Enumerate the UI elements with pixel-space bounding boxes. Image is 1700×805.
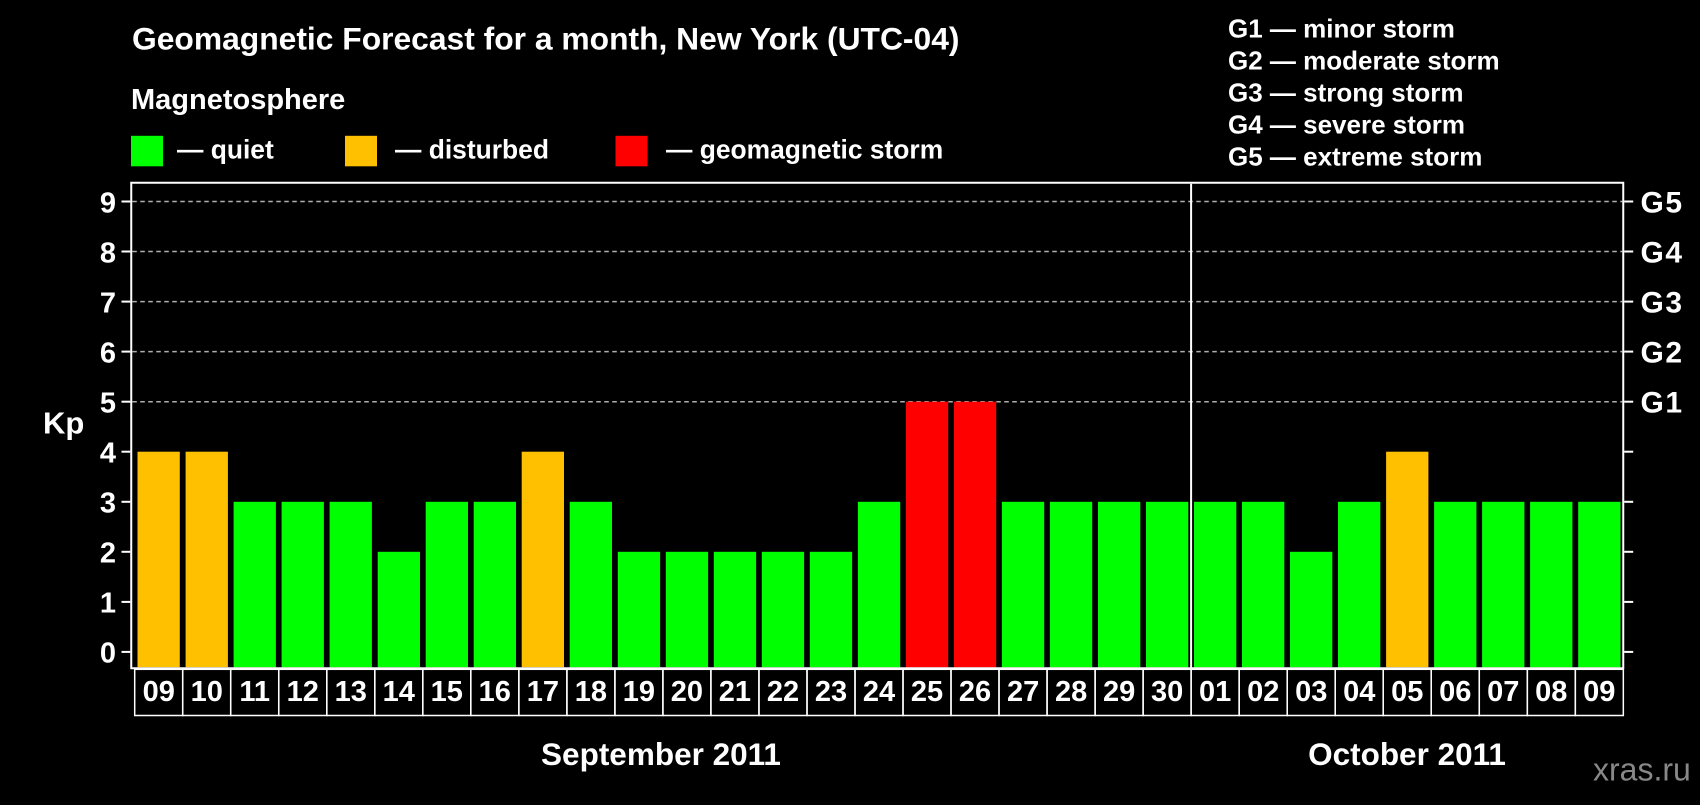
svg-text:09: 09 — [1583, 676, 1615, 708]
svg-text:— disturbed: — disturbed — [395, 134, 549, 164]
svg-text:7: 7 — [100, 287, 116, 319]
svg-text:G3: G3 — [1641, 286, 1684, 319]
svg-text:Magnetosphere: Magnetosphere — [131, 84, 345, 116]
svg-text:25: 25 — [911, 676, 943, 708]
svg-text:Geomagnetic Forecast for a mon: Geomagnetic Forecast for a month, New Yo… — [132, 21, 959, 57]
svg-text:G4 — severe storm: G4 — severe storm — [1228, 110, 1465, 140]
svg-text:11: 11 — [239, 676, 270, 708]
svg-text:1: 1 — [100, 588, 116, 620]
svg-text:G1: G1 — [1641, 387, 1684, 420]
svg-text:G5: G5 — [1641, 186, 1684, 219]
svg-text:September 2011: September 2011 — [541, 736, 781, 772]
svg-text:2: 2 — [100, 538, 116, 570]
svg-text:30: 30 — [1151, 676, 1183, 708]
svg-text:21: 21 — [719, 676, 751, 708]
svg-text:13: 13 — [335, 676, 367, 708]
svg-text:3: 3 — [100, 488, 116, 520]
svg-text:16: 16 — [479, 676, 511, 708]
svg-text:01: 01 — [1199, 676, 1231, 708]
svg-text:10: 10 — [191, 676, 223, 708]
svg-text:26: 26 — [959, 676, 991, 708]
svg-text:20: 20 — [671, 676, 703, 708]
svg-text:5: 5 — [100, 388, 116, 420]
svg-text:Kp: Kp — [43, 406, 84, 441]
svg-text:23: 23 — [815, 676, 847, 708]
svg-text:— quiet: — quiet — [177, 134, 274, 164]
svg-text:27: 27 — [1007, 676, 1039, 708]
svg-text:4: 4 — [100, 438, 116, 470]
svg-text:22: 22 — [767, 676, 799, 708]
svg-text:— geomagnetic storm: — geomagnetic storm — [666, 134, 943, 164]
svg-text:04: 04 — [1343, 676, 1375, 708]
svg-text:8: 8 — [100, 237, 116, 269]
svg-text:19: 19 — [623, 676, 655, 708]
svg-text:14: 14 — [383, 676, 415, 708]
svg-text:15: 15 — [431, 676, 463, 708]
svg-text:29: 29 — [1103, 676, 1135, 708]
svg-text:08: 08 — [1535, 676, 1567, 708]
svg-text:G2: G2 — [1641, 336, 1684, 369]
svg-text:9: 9 — [100, 187, 116, 219]
svg-text:09: 09 — [143, 676, 175, 708]
svg-text:12: 12 — [287, 676, 319, 708]
svg-text:07: 07 — [1487, 676, 1519, 708]
svg-text:05: 05 — [1391, 676, 1423, 708]
svg-text:October 2011: October 2011 — [1308, 736, 1506, 772]
svg-text:06: 06 — [1439, 676, 1471, 708]
svg-text:28: 28 — [1055, 676, 1087, 708]
svg-text:G3 — strong storm: G3 — strong storm — [1228, 78, 1463, 108]
svg-text:6: 6 — [100, 337, 116, 369]
svg-text:xras.ru: xras.ru — [1593, 752, 1691, 788]
svg-text:G5 — extreme storm: G5 — extreme storm — [1228, 142, 1482, 172]
svg-text:02: 02 — [1247, 676, 1279, 708]
svg-text:24: 24 — [863, 676, 895, 708]
svg-text:17: 17 — [527, 676, 559, 708]
svg-text:G4: G4 — [1641, 236, 1684, 269]
svg-text:18: 18 — [575, 676, 607, 708]
svg-text:G2 — moderate storm: G2 — moderate storm — [1228, 46, 1500, 76]
svg-text:0: 0 — [100, 638, 116, 670]
svg-text:03: 03 — [1295, 676, 1327, 708]
svg-text:G1 — minor storm: G1 — minor storm — [1228, 14, 1455, 44]
